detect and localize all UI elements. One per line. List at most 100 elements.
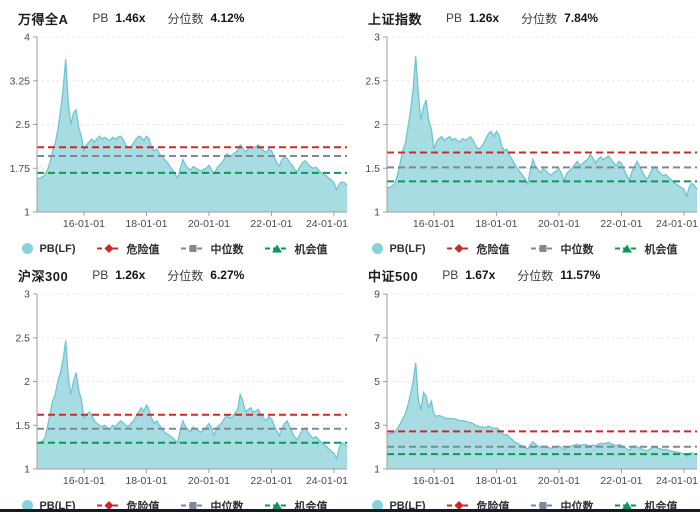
- legend-label-median: 中位数: [560, 243, 594, 256]
- svg-text:2.5: 2.5: [15, 332, 30, 344]
- legend-item-danger[interactable]: 危险值: [96, 241, 160, 257]
- legend-label-pb: PB(LF): [39, 242, 76, 255]
- legend-label-opportunity: 机会值: [644, 243, 678, 256]
- pb-value: 1.46x: [115, 11, 146, 25]
- percentile-stat: 分位数 7.84%: [521, 10, 598, 27]
- median-line-icon: [180, 502, 205, 509]
- panel-title: 沪深300: [18, 268, 69, 284]
- chart-legend: PB(LF) 危险值 中位数 机会值: [350, 490, 700, 521]
- opportunity-line-icon: [614, 244, 639, 253]
- svg-text:3: 3: [24, 289, 30, 301]
- pb-stat: PB 1.26x: [446, 11, 499, 25]
- svg-text:20-01-01: 20-01-01: [188, 218, 230, 230]
- pb-stat: PB 1.67x: [442, 268, 495, 282]
- svg-text:1: 1: [24, 207, 30, 219]
- chart-legend: PB(LF) 危险值 中位数 机会值: [0, 490, 350, 521]
- panel-header: 沪深300 PB 1.26x 分位数 6.27%: [0, 257, 350, 286]
- legend-label-danger: 危险值: [476, 243, 510, 256]
- svg-text:9: 9: [374, 289, 380, 301]
- svg-text:1: 1: [374, 207, 380, 219]
- legend-label-pb: PB(LF): [39, 499, 76, 512]
- pb-series-marker: [22, 500, 34, 511]
- danger-line-icon: [96, 501, 121, 510]
- svg-text:1.5: 1.5: [365, 163, 380, 175]
- svg-text:18-01-01: 18-01-01: [475, 218, 517, 230]
- pb-value: 1.26x: [115, 268, 146, 282]
- legend-item-median[interactable]: 中位数: [180, 241, 244, 257]
- percentile-value: 6.27%: [210, 268, 245, 282]
- pb-area-chart: 4 3.25 2.5 1.75 1 16-01-01 18-01-01 20-01-01 22-…: [10, 32, 349, 231]
- svg-text:16-01-01: 16-01-01: [63, 218, 105, 230]
- svg-text:20-01-01: 20-01-01: [188, 475, 230, 487]
- svg-text:20-01-01: 20-01-01: [538, 475, 580, 487]
- pb-label: PB: [92, 268, 109, 282]
- pb-value: 1.67x: [465, 268, 496, 282]
- percentile-stat: 分位数 6.27%: [167, 267, 244, 284]
- legend-label-median: 中位数: [210, 243, 244, 256]
- legend-label-danger: 危险值: [126, 243, 160, 256]
- panel-header: 万得全A PB 1.46x 分位数 4.12%: [0, 0, 350, 29]
- svg-text:3.25: 3.25: [10, 75, 31, 87]
- svg-text:22-01-01: 22-01-01: [600, 475, 642, 487]
- panel-header: 上证指数 PB 1.26x 分位数 7.84%: [350, 0, 700, 29]
- pb-area-chart: 9 7 5 3 1 16-01-01 18-01-01 20-01-01 22-01-01 24-…: [374, 289, 698, 488]
- median-line-icon: [180, 245, 205, 252]
- panel-csi500: 中证500 PB 1.67x 分位数 11.57% 9 7 5 3 1 16-01-01 18-…: [350, 257, 700, 514]
- svg-text:2: 2: [374, 119, 380, 131]
- svg-text:1: 1: [24, 464, 30, 476]
- legend-label-opportunity: 机会值: [294, 243, 328, 256]
- pb-area-chart: 3 2.5 2 1.5 1 16-01-01 18-01-01 20-01-01 22-01-0…: [365, 32, 698, 231]
- svg-text:16-01-01: 16-01-01: [413, 218, 455, 230]
- svg-text:18-01-01: 18-01-01: [475, 475, 517, 487]
- median-line-icon: [530, 245, 555, 252]
- legend-item-pb[interactable]: PB(LF): [372, 242, 426, 255]
- panel-csi300: 沪深300 PB 1.26x 分位数 6.27% 3 2.5 2 1.5 1 16-01-01…: [0, 257, 350, 514]
- svg-text:18-01-01: 18-01-01: [125, 218, 167, 230]
- percentile-label: 分位数: [517, 268, 554, 283]
- legend-label-pb: PB(LF): [389, 242, 426, 255]
- pb-label: PB: [446, 11, 463, 25]
- legend-item-opportunity[interactable]: 机会值: [614, 241, 678, 257]
- median-line-icon: [530, 502, 555, 509]
- legend-item-pb[interactable]: PB(LF): [372, 499, 426, 512]
- svg-text:7: 7: [374, 332, 380, 344]
- legend-item-pb[interactable]: PB(LF): [22, 242, 76, 255]
- svg-text:24-01-01: 24-01-01: [306, 218, 348, 230]
- opportunity-line-icon: [264, 501, 289, 510]
- pb-series-marker: [372, 243, 384, 254]
- percentile-value: 11.57%: [560, 268, 601, 282]
- svg-text:1.5: 1.5: [15, 420, 30, 432]
- pb-label: PB: [92, 11, 109, 25]
- legend-item-pb[interactable]: PB(LF): [22, 499, 76, 512]
- svg-text:1.75: 1.75: [10, 163, 31, 175]
- danger-line-icon: [446, 501, 471, 510]
- legend-item-opportunity[interactable]: 机会值: [264, 241, 328, 257]
- svg-text:4: 4: [24, 32, 30, 44]
- pb-value: 1.26x: [469, 11, 500, 25]
- legend-item-median[interactable]: 中位数: [530, 241, 594, 257]
- opportunity-line-icon: [264, 244, 289, 253]
- legend-label-pb: PB(LF): [389, 499, 426, 512]
- svg-text:22-01-01: 22-01-01: [250, 475, 292, 487]
- svg-text:3: 3: [374, 32, 380, 44]
- svg-text:5: 5: [374, 376, 380, 388]
- pb-stat: PB 1.26x: [92, 268, 145, 282]
- panel-sse-composite: 上证指数 PB 1.26x 分位数 7.84% 3 2.5 2 1.5 1 16-01-01 1…: [350, 0, 700, 257]
- legend-item-danger[interactable]: 危险值: [446, 241, 510, 257]
- percentile-value: 7.84%: [564, 11, 599, 25]
- panel-header: 中证500 PB 1.67x 分位数 11.57%: [350, 257, 700, 286]
- svg-text:18-01-01: 18-01-01: [125, 475, 167, 487]
- svg-text:1: 1: [374, 464, 380, 476]
- svg-text:2: 2: [24, 376, 30, 388]
- pb-series-marker: [372, 500, 384, 511]
- svg-text:22-01-01: 22-01-01: [250, 218, 292, 230]
- pb-series-marker: [22, 243, 34, 254]
- percentile-label: 分位数: [521, 11, 558, 26]
- panel-wind-all-a: 万得全A PB 1.46x 分位数 4.12% 4 3.25 2.5 1.75 1 16-01…: [0, 0, 350, 257]
- chart-legend: PB(LF) 危险值 中位数 机会值: [350, 233, 700, 264]
- opportunity-line-icon: [614, 501, 639, 510]
- pb-label: PB: [442, 268, 459, 282]
- danger-line-icon: [446, 244, 471, 253]
